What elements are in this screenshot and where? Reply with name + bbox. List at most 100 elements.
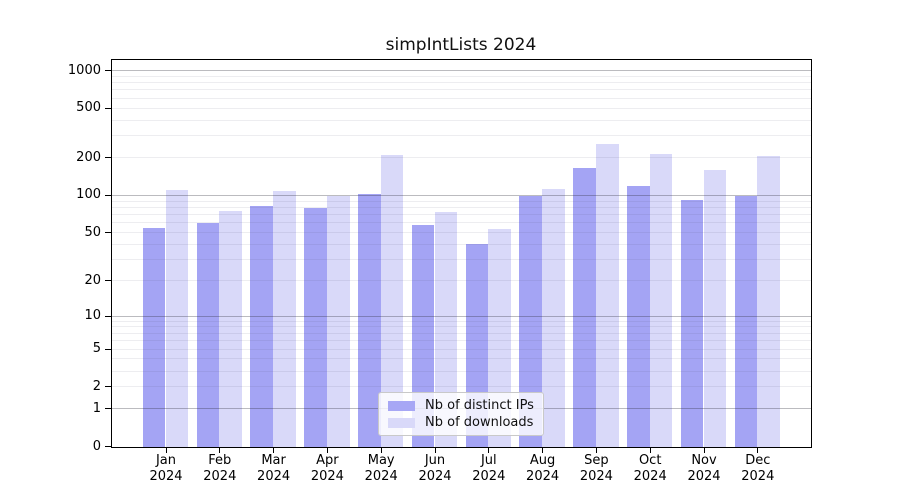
x-tick-label: Aug 2024 (513, 453, 573, 485)
bar-distinct-ips (573, 167, 596, 447)
x-tick-mark (488, 447, 490, 453)
legend-label: Nb of downloads (425, 415, 534, 430)
x-tick-month: May (367, 453, 395, 468)
x-tick-month: Mar (261, 453, 286, 468)
gridline-minor (112, 232, 811, 233)
x-tick-label: Sep 2024 (566, 453, 626, 485)
bar-downloads (380, 154, 404, 447)
x-tick-label: May 2024 (351, 453, 411, 485)
x-tick-month: Oct (638, 453, 662, 468)
x-tick-label: Jun 2024 (405, 453, 465, 485)
x-tick-month: Aug (529, 453, 556, 468)
y-tick-mark (105, 446, 111, 447)
y-tick-label: 2 (92, 378, 101, 394)
x-tick-year: 2024 (203, 469, 237, 484)
bar-distinct-ips (196, 223, 220, 447)
x-tick-label: Dec 2024 (728, 453, 788, 485)
gridline-minor (112, 222, 811, 224)
y-tick-label: 100 (76, 187, 101, 203)
x-tick-label: Jan 2024 (136, 453, 196, 485)
gridline-minor (112, 75, 811, 77)
x-tick-year: 2024 (364, 469, 398, 484)
x-tick-mark (703, 447, 705, 453)
gridline-minor (112, 135, 811, 137)
x-tick-mark (649, 447, 651, 453)
x-tick-label: Apr 2024 (297, 453, 357, 485)
bar-downloads (595, 144, 619, 447)
gridline-minor (112, 326, 811, 328)
x-tick-year: 2024 (310, 469, 344, 484)
gridline-minor (112, 82, 811, 84)
x-tick-label: Mar 2024 (244, 453, 304, 485)
y-tick-mark (105, 70, 111, 71)
legend-swatch (388, 417, 415, 428)
x-tick-year: 2024 (526, 469, 560, 484)
y-tick-label: 5 (92, 341, 101, 356)
bar-downloads (326, 196, 350, 447)
gridline-minor (112, 340, 811, 342)
gridline-minor (112, 206, 811, 208)
bar-distinct-ips (142, 228, 166, 447)
x-tick-month: Jul (480, 453, 497, 468)
y-tick-mark (105, 194, 111, 196)
x-tick-mark (273, 447, 275, 453)
y-tick-mark (105, 157, 111, 159)
legend-row: Nb of downloads (379, 414, 543, 431)
x-tick-month: Nov (691, 453, 717, 468)
bar-downloads (219, 210, 242, 447)
x-tick-label: Feb 2024 (190, 453, 250, 485)
legend: Nb of distinct IPs Nb of downloads (378, 392, 544, 436)
x-tick-year: 2024 (633, 469, 667, 484)
legend-row: Nb of distinct IPs (379, 397, 543, 414)
y-tick-label: 1 (92, 400, 101, 416)
gridline-major (112, 70, 811, 71)
y-tick-mark (105, 280, 111, 282)
gridline-major (112, 315, 811, 317)
x-tick-month: Jan (155, 453, 177, 468)
bar-downloads (542, 189, 565, 447)
x-tick-mark (219, 447, 221, 453)
y-tick-mark (105, 348, 111, 350)
x-tick-mark (165, 447, 167, 453)
gridline-minor (112, 348, 811, 350)
gridline-minor (112, 280, 811, 282)
bar-downloads (703, 169, 727, 447)
bar-distinct-ips (734, 195, 758, 447)
legend-label: Nb of distinct IPs (425, 398, 534, 413)
gridline-minor (112, 89, 811, 91)
bar-distinct-ips (411, 225, 435, 447)
gridline-minor (112, 214, 811, 215)
gridline-minor (112, 259, 811, 261)
x-tick-mark (542, 447, 544, 453)
legend-swatch (388, 400, 415, 411)
y-tick-label: 10 (84, 308, 101, 323)
gridline-minor (112, 97, 811, 99)
bar-distinct-ips (358, 193, 381, 447)
bar-downloads (757, 155, 780, 447)
x-tick-mark (757, 447, 759, 453)
bar-distinct-ips (250, 205, 274, 447)
bar-distinct-ips (519, 195, 543, 447)
x-tick-year: 2024 (418, 469, 452, 484)
x-tick-month: Jun (424, 453, 446, 468)
x-tick-label: Oct 2024 (620, 453, 680, 485)
y-tick-mark (105, 232, 111, 233)
x-tick-mark (380, 447, 382, 453)
bar-distinct-ips (680, 200, 704, 447)
gridline-minor (112, 332, 811, 334)
y-tick-mark (105, 386, 111, 388)
bar-downloads (649, 153, 673, 447)
x-tick-month: Sep (584, 453, 609, 468)
y-tick-label: 20 (84, 272, 101, 288)
y-tick-label: 1000 (67, 62, 101, 78)
x-tick-mark (434, 447, 436, 453)
gridline-minor (112, 386, 811, 388)
gridline-minor (112, 320, 811, 322)
gridline-minor (112, 200, 811, 202)
bar-downloads (434, 212, 458, 447)
bar-distinct-ips (304, 207, 327, 447)
y-tick-label: 0 (92, 438, 101, 454)
x-tick-mark (326, 447, 328, 453)
bar-downloads (273, 190, 296, 447)
